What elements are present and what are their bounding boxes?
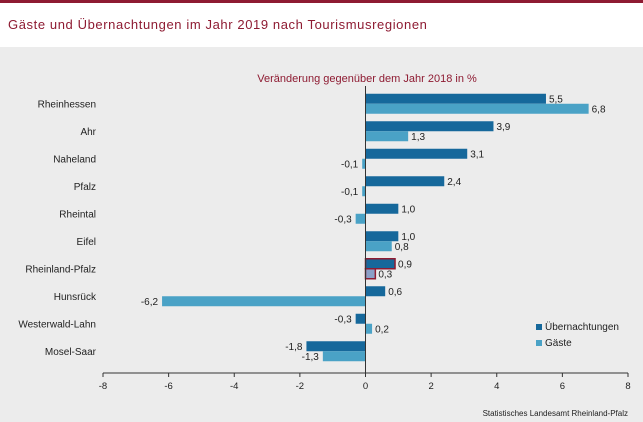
value-label: -1,3 [302,352,320,363]
top-accent-rule [0,0,643,3]
value-label: 0,3 [378,269,392,280]
bar-uebernachtungen [365,121,494,132]
bar-gaeste [365,241,392,252]
value-label: -1,8 [285,342,303,353]
value-label: 1,0 [401,232,415,243]
header: Gäste und Übernachtungen im Jahr 2019 na… [0,3,643,47]
bar-gaeste [365,323,373,334]
bar-gaeste [322,351,366,362]
value-label: 0,9 [398,259,412,270]
value-label: -0,3 [334,314,352,325]
x-tick-label: -4 [230,381,238,392]
bar-gaeste [362,158,366,169]
chart-subtitle: Veränderung gegenüber dem Jahr 2018 in % [257,73,477,85]
value-label: -0,3 [334,214,352,225]
category-label: Westerwald-Lahn [18,319,96,330]
bar-uebernachtungen [365,286,386,297]
category-label: Rheintal [59,209,96,220]
value-label: 1,3 [411,132,425,143]
bar-gaeste [355,213,366,224]
bar-uebernachtungen [364,258,396,270]
x-tick-label: -8 [99,381,107,392]
category-label: Mosel-Saar [45,347,97,358]
x-tick-label: 4 [494,381,499,392]
legend: Übernachtungen Gäste [536,321,619,349]
bar-uebernachtungen [365,203,399,214]
bar-uebernachtungen [365,93,546,104]
source-note: Statistisches Landesamt Rheinland-Pfalz [483,409,628,418]
x-tick-label: 6 [560,381,565,392]
value-label: 1,0 [401,204,415,215]
category-label: Ahr [80,127,96,138]
category-label: Pfalz [74,182,96,193]
value-label: -6,2 [141,297,159,308]
category-label: Hunsrück [54,292,97,303]
legend-label-uebernachtungen: Übernachtungen [545,321,619,333]
value-label: 2,4 [447,177,461,188]
x-tick-label: -6 [164,381,172,392]
bar-gaeste [364,268,377,280]
value-label: 3,1 [470,149,484,160]
bar-uebernachtungen [355,313,366,324]
page-title: Gäste und Übernachtungen im Jahr 2019 na… [8,17,428,32]
x-tick-label: 8 [625,381,630,392]
value-label: -0,1 [341,187,359,198]
category-label: Naheland [53,154,96,165]
bar-gaeste [362,186,366,197]
bar-uebernachtungen [365,148,468,159]
value-label: 0,8 [395,242,409,253]
x-tick-label: 0 [363,381,368,392]
bar-uebernachtungen [306,341,366,352]
bar-gaeste [162,296,366,307]
bars-layer [162,93,589,362]
legend-swatch-uebernachtungen [536,324,542,330]
category-label: Rheinhessen [38,99,96,110]
bar-uebernachtungen [365,231,399,242]
value-label: 6,8 [592,104,606,115]
value-label: 3,9 [496,122,510,133]
category-label: Rheinland-Pfalz [25,264,96,275]
legend-swatch-gaeste [536,340,542,346]
category-label: Eifel [77,237,96,248]
value-label: 0,2 [375,324,389,335]
value-label: -0,1 [341,159,359,170]
bar-gaeste [365,131,409,142]
value-label: 5,5 [549,94,563,105]
x-tick-label: -2 [296,381,304,392]
bar-gaeste [365,103,589,114]
x-axis: -8 -6 -4 -2 0 2 4 6 8 [99,86,631,392]
x-tick-label: 2 [428,381,433,392]
labels-layer: Rheinhessen 5,5 6,8 Ahr 3,9 1,3 Naheland 3,1 -0,… [18,94,606,363]
bar-uebernachtungen [365,176,445,187]
value-label: 0,6 [388,287,402,298]
legend-label-gaeste: Gäste [545,338,572,349]
